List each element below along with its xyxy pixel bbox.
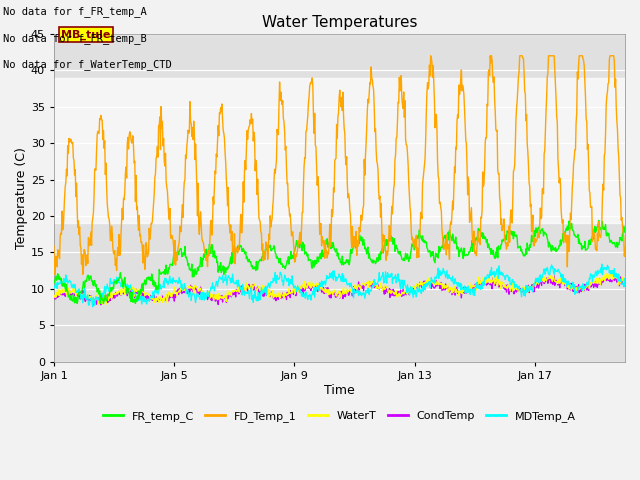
Text: MB_tule: MB_tule — [61, 30, 111, 40]
X-axis label: Time: Time — [324, 384, 355, 396]
Y-axis label: Temperature (C): Temperature (C) — [15, 147, 28, 249]
Bar — [54, 78, 625, 223]
Title: Water Temperatures: Water Temperatures — [262, 15, 417, 30]
Legend: FR_temp_C, FD_Temp_1, WaterT, CondTemp, MDTemp_A: FR_temp_C, FD_Temp_1, WaterT, CondTemp, … — [99, 407, 580, 426]
Text: No data for f_WaterTemp_CTD: No data for f_WaterTemp_CTD — [3, 59, 172, 70]
Text: No data for f_FR_temp_B: No data for f_FR_temp_B — [3, 33, 147, 44]
Text: No data for f_FR_temp_A: No data for f_FR_temp_A — [3, 6, 147, 17]
